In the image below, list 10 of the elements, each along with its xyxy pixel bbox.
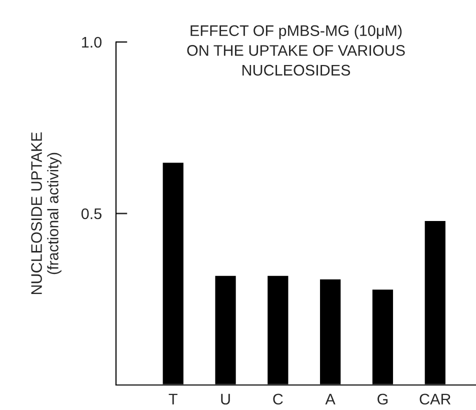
x-tick-label: CAR [420,394,451,405]
x-tick-label: T [168,394,178,404]
y-tick-label: 0.5 [81,208,102,220]
y-axis-title: NUCLEOSIDE UPTAKE (fractional activity) [31,132,62,294]
chart-title: EFFECT OF pMBS-MG (10μM) ON THE UPTAKE OF VARIOUS NUCLEOSIDES [187,24,405,76]
x-tick-label: U [221,394,230,405]
y-tick-label: 1.0 [82,36,102,48]
x-tick-label: G [378,394,388,405]
x-tick-label: A [325,394,336,404]
x-tick-label: C [273,394,283,405]
